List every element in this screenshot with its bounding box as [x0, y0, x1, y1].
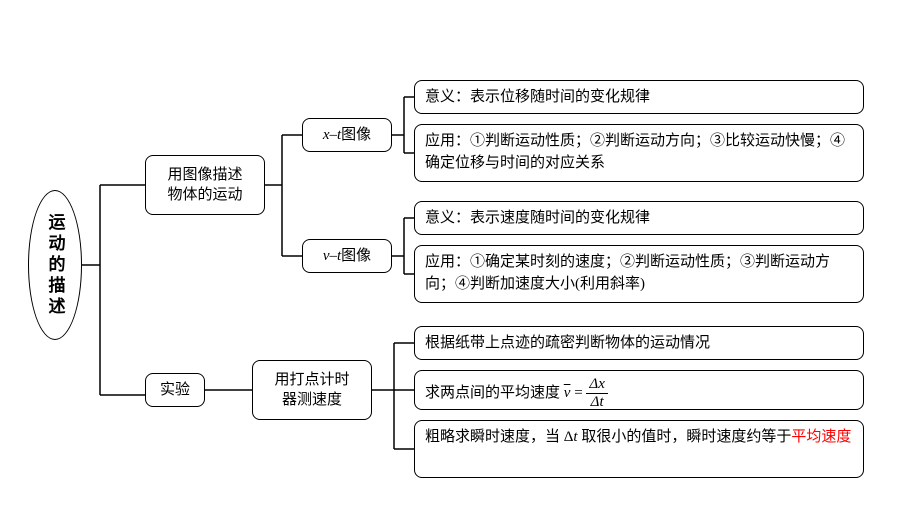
connector [265, 135, 302, 256]
connector [392, 218, 414, 274]
line: 物体的运动 [167, 185, 242, 205]
node-l2b: v–t 图像 [302, 239, 392, 273]
node-l1a: 用图像描述物体的运动 [145, 155, 265, 215]
leaf-f7: 粗略求瞬时速度，当 Δt 取很小的值时，瞬时速度约等于平均速度 [414, 420, 864, 478]
line: 实验 [160, 380, 190, 400]
leaf-f6: 求两点间的平均速度 v = ΔxΔt [414, 370, 864, 410]
connector [372, 343, 414, 449]
node-l1b: 实验 [145, 373, 205, 407]
root-node: 运动的描述 [28, 190, 82, 340]
connector [82, 185, 145, 395]
line: 用图像描述 [167, 165, 242, 185]
leaf-f1: 意义：表示位移随时间的变化规律 [414, 80, 864, 114]
connector [392, 97, 414, 153]
line: 器测速度 [282, 390, 342, 410]
line: 用打点计时 [274, 370, 349, 390]
leaf-f3: 意义：表示速度随时间的变化规律 [414, 201, 864, 235]
leaf-f2: 应用：①判断运动性质；②判断运动方向；③比较运动快慢；④确定位移与时间的对应关系 [414, 124, 864, 182]
node-l2a: x–t 图像 [302, 118, 392, 152]
leaf-f5: 根据纸带上点迹的疏密判断物体的运动情况 [414, 326, 864, 360]
leaf-f4: 应用：①确定某时刻的速度；②判断运动性质；③判断运动方向；④判断加速度大小(利用… [414, 245, 864, 303]
node-l2c: 用打点计时器测速度 [252, 360, 372, 420]
